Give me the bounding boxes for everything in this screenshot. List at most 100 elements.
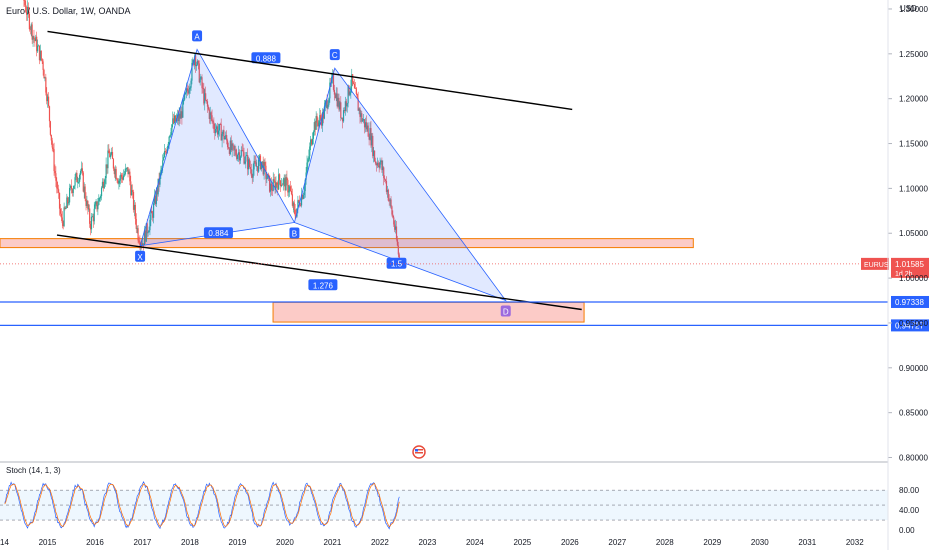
- trendline[interactable]: [56, 234, 582, 311]
- candle-body: [395, 226, 397, 230]
- pattern-point-badge[interactable]: [329, 49, 340, 61]
- candle-body: [223, 130, 225, 140]
- candle-body: [321, 119, 323, 126]
- candle-body: [266, 178, 268, 180]
- candle-body: [37, 45, 39, 52]
- candle-body: [29, 29, 31, 30]
- candle-body: [369, 128, 371, 140]
- pattern-ratio-badge[interactable]: [386, 257, 407, 269]
- time-tick-label: 2020: [276, 538, 294, 547]
- level-axis-label: 0.97338: [895, 298, 924, 307]
- candle-body: [211, 115, 213, 121]
- candle-body: [281, 184, 283, 186]
- candle-body: [243, 152, 245, 164]
- pattern-point-badge[interactable]: [135, 250, 146, 262]
- candle-body: [132, 191, 135, 210]
- candle-body: [153, 203, 155, 218]
- candle-body: [37, 45, 40, 47]
- us-flag-event-icon[interactable]: [412, 445, 426, 459]
- candle-body: [97, 205, 99, 210]
- pattern-point-badge[interactable]: [192, 30, 203, 42]
- time-tick-label: 2028: [656, 538, 674, 547]
- candle-body: [201, 77, 203, 89]
- candle-body: [231, 143, 233, 151]
- pattern-ratio-badge[interactable]: [203, 227, 233, 239]
- candle-body: [142, 243, 144, 246]
- symbol-badge: [861, 257, 889, 270]
- candle-body: [245, 155, 247, 162]
- pattern-point-badge[interactable]: [289, 227, 300, 239]
- candle-body: [294, 210, 296, 216]
- pattern-point-badge[interactable]: [500, 305, 511, 317]
- last-price-badge: [891, 257, 929, 278]
- candle-body: [354, 88, 357, 89]
- candle-body: [188, 89, 190, 94]
- candle-body: [40, 50, 42, 59]
- time-tick-label: 2019: [229, 538, 247, 547]
- candle-body: [268, 175, 271, 192]
- candle-body: [338, 97, 340, 110]
- candle-body: [373, 150, 375, 157]
- candle-body: [386, 189, 388, 192]
- candle-body: [89, 223, 92, 230]
- time-tick-label: 2025: [513, 538, 531, 547]
- candle-body: [290, 190, 293, 195]
- candle-body: [194, 55, 196, 66]
- candle-body: [306, 162, 308, 173]
- support-zone[interactable]: [272, 301, 585, 323]
- candle-body: [246, 155, 248, 156]
- time-tick-label: 2032: [846, 538, 864, 547]
- candle-body: [25, 4, 27, 12]
- candle-body: [391, 206, 393, 215]
- price-tick-label: 0.95000: [899, 319, 928, 328]
- trendline[interactable]: [47, 30, 573, 111]
- candle-body: [137, 228, 139, 241]
- candle-body: [251, 175, 253, 178]
- candle-body: [99, 197, 101, 199]
- candle-body: [121, 174, 123, 178]
- candle-body: [80, 168, 83, 171]
- pattern-ratio-badge[interactable]: [251, 52, 281, 64]
- last-price-label: 1.01585: [895, 260, 924, 269]
- candle-body: [302, 194, 304, 199]
- candle-body: [319, 115, 321, 121]
- price-tick-label: 0.90000: [899, 364, 928, 373]
- candle-body: [381, 160, 383, 171]
- candle-body: [128, 171, 130, 175]
- candle-body: [371, 135, 373, 146]
- candle-body: [247, 159, 250, 170]
- candle-body: [129, 171, 131, 182]
- candle-body: [249, 166, 252, 170]
- candle-body: [110, 154, 112, 158]
- candle-body: [218, 123, 220, 131]
- support-zone[interactable]: [0, 238, 694, 249]
- candle-body: [279, 180, 282, 187]
- candle-body: [297, 200, 299, 209]
- time-tick-label: 2016: [86, 538, 104, 547]
- price-tick-label: 1.00000: [899, 274, 928, 283]
- candle-body: [30, 24, 32, 30]
- candle-body: [163, 151, 166, 158]
- candle-body: [356, 93, 358, 99]
- pattern-ratio-label: 1.276: [313, 281, 334, 290]
- candle-body: [234, 149, 236, 151]
- time-tick-label: 2029: [703, 538, 721, 547]
- candle-body: [135, 218, 137, 229]
- pattern-ratio-badge[interactable]: [308, 279, 338, 291]
- candle-body: [87, 200, 89, 210]
- candle-body: [159, 173, 161, 185]
- candle-body: [120, 174, 122, 180]
- candle-body: [205, 93, 207, 100]
- candle-body: [364, 122, 367, 128]
- candle-body: [178, 113, 180, 122]
- candle-body: [184, 93, 186, 100]
- candle-body: [50, 134, 52, 141]
- time-axis: 2014 2015 2016 2017 2018 2019 2020 2021 2022 2023…: [0, 538, 864, 547]
- candle-body: [232, 143, 234, 146]
- candle-body: [384, 178, 386, 180]
- candle-body: [393, 217, 395, 225]
- candle-body: [69, 185, 72, 189]
- candle-body: [161, 167, 163, 170]
- candle-body: [312, 131, 315, 139]
